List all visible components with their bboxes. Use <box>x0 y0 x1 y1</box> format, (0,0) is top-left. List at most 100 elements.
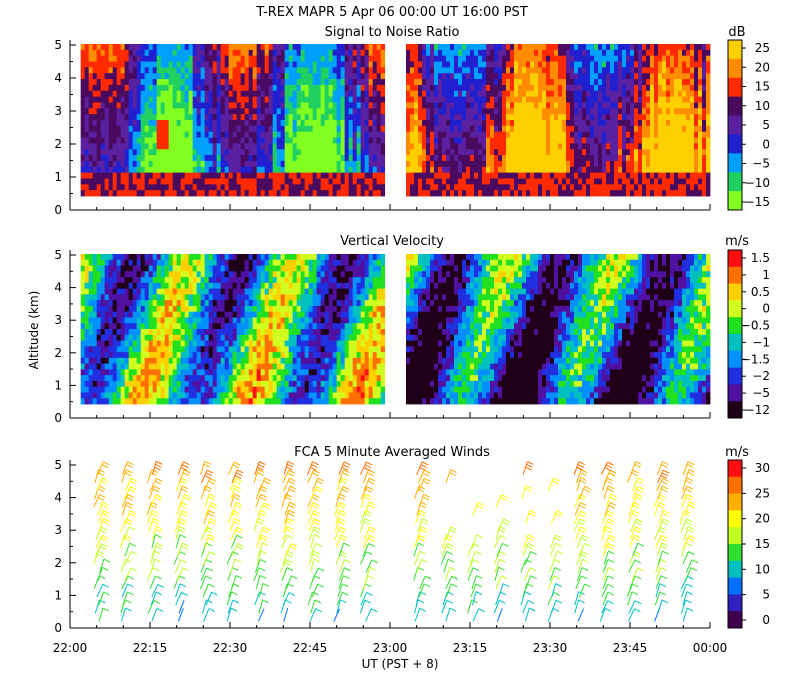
heatmap-cell <box>702 55 707 62</box>
heatmap-cell <box>446 73 451 80</box>
heatmap-cell <box>498 55 503 62</box>
heatmap-cell <box>108 120 114 127</box>
heatmap-cell <box>682 61 687 68</box>
heatmap-cell <box>546 184 551 191</box>
heatmap-cell <box>220 392 226 399</box>
heatmap-cell <box>268 44 274 51</box>
heatmap-cell <box>602 131 607 138</box>
heatmap-cell <box>510 160 515 168</box>
heatmap-cell <box>678 190 683 197</box>
heatmap-cell <box>586 90 591 98</box>
heatmap-cell <box>148 178 154 185</box>
heatmap-cell <box>650 172 655 179</box>
heatmap-cell <box>172 125 178 133</box>
heatmap-cell <box>184 398 190 405</box>
heatmap-cell <box>498 125 503 133</box>
heatmap-cell <box>490 61 495 68</box>
heatmap-cell <box>164 294 170 301</box>
heatmap-cell <box>352 178 358 185</box>
heatmap-cell <box>108 357 114 365</box>
heatmap-cell <box>120 149 126 156</box>
heatmap-cell <box>232 172 238 179</box>
heatmap-cell <box>454 108 459 115</box>
heatmap-cell <box>682 102 687 109</box>
heatmap-cell <box>642 172 647 179</box>
heatmap-cell <box>550 49 555 57</box>
heatmap-cell <box>148 398 154 405</box>
heatmap-cell <box>152 254 158 261</box>
heatmap-cell <box>116 90 122 98</box>
heatmap-cell <box>128 61 134 68</box>
heatmap-cell <box>614 102 619 109</box>
heatmap-cell <box>176 392 182 399</box>
heatmap-cell <box>670 184 675 191</box>
heatmap-cell <box>204 352 210 359</box>
heatmap-cell <box>686 166 691 174</box>
heatmap-cell <box>80 369 86 376</box>
heatmap-cell <box>356 49 362 57</box>
heatmap-cell <box>88 120 94 127</box>
heatmap-cell <box>320 61 326 68</box>
heatmap-cell <box>280 102 286 109</box>
heatmap-cell <box>188 143 194 150</box>
heatmap-cell <box>224 317 230 324</box>
colorbar-swatch <box>728 134 742 154</box>
heatmap-cell <box>132 288 138 295</box>
heatmap-cell <box>534 61 539 68</box>
heatmap-cell <box>84 114 90 121</box>
heatmap-cell <box>622 84 627 92</box>
heatmap-cell <box>328 108 334 115</box>
heatmap-cell <box>406 120 411 127</box>
heatmap-cell <box>542 125 547 133</box>
heatmap-cell <box>474 108 479 115</box>
heatmap-cell <box>606 143 611 150</box>
heatmap-cell <box>288 84 294 92</box>
heatmap-cell <box>200 277 206 284</box>
heatmap-cell <box>486 44 491 51</box>
heatmap-cell <box>212 90 218 98</box>
heatmap-cell <box>280 67 286 74</box>
heatmap-cell <box>200 73 206 80</box>
heatmap-cell <box>200 346 206 353</box>
heatmap-cell <box>160 294 166 301</box>
heatmap-cell <box>606 55 611 62</box>
heatmap-cell <box>646 155 651 162</box>
heatmap-cell <box>478 73 483 80</box>
heatmap-cell <box>698 125 703 133</box>
heatmap-cell <box>128 108 134 115</box>
heatmap-cell <box>148 155 154 162</box>
heatmap-cell <box>658 172 663 179</box>
heatmap-cell <box>236 166 242 174</box>
heatmap-cell <box>132 305 138 313</box>
heatmap-cell <box>506 190 511 197</box>
heatmap-cell <box>356 166 362 174</box>
heatmap-cell <box>316 149 322 156</box>
heatmap-cell <box>376 149 382 156</box>
heatmap-cell <box>682 90 687 98</box>
heatmap-cell <box>160 184 166 191</box>
heatmap-cell <box>216 184 222 191</box>
heatmap-cell <box>304 120 310 127</box>
heatmap-cell <box>224 102 230 109</box>
heatmap-cell <box>514 131 519 138</box>
heatmap-cell <box>344 131 350 138</box>
heatmap-cell <box>104 67 110 74</box>
heatmap-cell <box>426 178 431 185</box>
heatmap-cell <box>562 160 567 168</box>
heatmap-cell <box>494 79 499 86</box>
heatmap-cell <box>646 131 651 138</box>
heatmap-cell <box>434 79 439 86</box>
heatmap-cell <box>116 114 122 121</box>
heatmap-cell <box>284 125 290 133</box>
heatmap-cell <box>296 61 302 68</box>
heatmap-cell <box>104 259 110 266</box>
heatmap-cell <box>674 61 679 68</box>
heatmap-cell <box>284 184 290 191</box>
heatmap-cell <box>686 178 691 185</box>
heatmap-cell <box>706 108 711 115</box>
heatmap-cell <box>474 125 479 133</box>
heatmap-cell <box>654 143 659 150</box>
heatmap-cell <box>292 149 298 156</box>
heatmap-cell <box>96 259 102 266</box>
heatmap-cell <box>328 131 334 138</box>
